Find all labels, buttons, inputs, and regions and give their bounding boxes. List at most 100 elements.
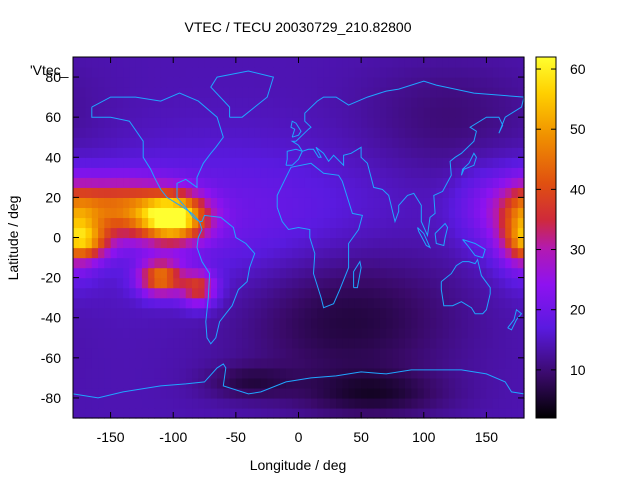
heatmap-cell bbox=[392, 287, 400, 299]
heatmap-cell bbox=[254, 157, 262, 168]
heatmap-cell bbox=[135, 297, 143, 309]
heatmap-cell bbox=[461, 227, 469, 239]
heatmap-cell bbox=[348, 237, 356, 249]
heatmap-cell bbox=[154, 387, 162, 399]
heatmap-cell bbox=[298, 87, 306, 98]
heatmap-cell bbox=[248, 127, 256, 138]
heatmap-cell bbox=[185, 227, 193, 239]
heatmap-cell bbox=[260, 57, 268, 68]
heatmap-cell bbox=[505, 367, 513, 379]
heatmap-cell bbox=[336, 177, 343, 188]
heatmap-cell bbox=[160, 127, 168, 138]
heatmap-cell bbox=[379, 67, 387, 78]
heatmap-cell bbox=[417, 157, 425, 168]
heatmap-cell bbox=[367, 237, 375, 249]
heatmap-cell bbox=[110, 117, 118, 128]
heatmap-cell bbox=[448, 207, 456, 219]
heatmap-cell bbox=[361, 217, 368, 229]
heatmap-cell bbox=[248, 287, 256, 299]
heatmap-cell bbox=[386, 157, 394, 168]
heatmap-cell bbox=[411, 97, 419, 108]
heatmap-cell bbox=[373, 137, 381, 148]
heatmap-cell bbox=[248, 297, 256, 309]
heatmap-cell bbox=[91, 147, 99, 158]
heatmap-cell bbox=[110, 127, 118, 138]
heatmap-cell bbox=[467, 347, 475, 359]
heatmap-cell bbox=[129, 257, 137, 269]
heatmap-cell bbox=[411, 247, 419, 259]
heatmap-cell bbox=[342, 117, 350, 128]
heatmap-cell bbox=[423, 287, 431, 299]
heatmap-cell bbox=[141, 347, 149, 359]
heatmap-cell bbox=[260, 127, 268, 138]
heatmap-cell bbox=[392, 277, 400, 289]
heatmap-cell bbox=[229, 197, 237, 209]
heatmap-cell bbox=[285, 367, 293, 379]
heatmap-cell bbox=[98, 337, 105, 349]
heatmap-cell bbox=[517, 197, 525, 209]
heatmap-cell bbox=[436, 87, 444, 98]
heatmap-cell bbox=[91, 97, 99, 108]
heatmap-cell bbox=[129, 157, 137, 168]
y-tick-label: -20 bbox=[41, 270, 61, 286]
heatmap-cell bbox=[192, 347, 199, 359]
heatmap-cell bbox=[486, 97, 494, 108]
heatmap-cell bbox=[323, 267, 331, 279]
heatmap-cell bbox=[242, 347, 249, 359]
heatmap-cell bbox=[298, 387, 306, 399]
heatmap-cell bbox=[505, 117, 513, 128]
heatmap-cell bbox=[248, 267, 256, 279]
heatmap-cell bbox=[173, 137, 181, 148]
heatmap-cell bbox=[204, 147, 212, 158]
heatmap-cell bbox=[348, 157, 356, 168]
heatmap-cell bbox=[98, 357, 105, 369]
heatmap-cell bbox=[273, 397, 281, 409]
heatmap-cell bbox=[442, 77, 450, 88]
heatmap-cell bbox=[311, 397, 318, 409]
heatmap-cell bbox=[373, 387, 381, 399]
heatmap-cell bbox=[79, 137, 87, 148]
heatmap-cell bbox=[273, 227, 281, 239]
heatmap-cell bbox=[223, 407, 231, 419]
heatmap-cell bbox=[198, 157, 206, 168]
heatmap-cell bbox=[423, 107, 431, 118]
heatmap-cell bbox=[448, 77, 456, 88]
heatmap-cell bbox=[148, 277, 156, 289]
heatmap-cell bbox=[480, 77, 488, 88]
heatmap-cell bbox=[173, 357, 181, 369]
heatmap-cell bbox=[160, 297, 168, 309]
heatmap-cell bbox=[279, 227, 287, 239]
heatmap-cell bbox=[436, 127, 444, 138]
heatmap-cell bbox=[317, 307, 325, 319]
heatmap-cell bbox=[354, 57, 362, 68]
heatmap-cell bbox=[210, 297, 218, 309]
heatmap-cell bbox=[217, 57, 224, 68]
heatmap-cell bbox=[386, 137, 394, 148]
heatmap-cell bbox=[480, 157, 488, 168]
heatmap-cell bbox=[273, 137, 281, 148]
heatmap-cell bbox=[279, 147, 287, 158]
heatmap-cell bbox=[417, 367, 425, 379]
heatmap-cell bbox=[166, 357, 174, 369]
heatmap-cell bbox=[79, 157, 87, 168]
heatmap-cell bbox=[411, 377, 419, 389]
heatmap-cell bbox=[198, 167, 206, 178]
heatmap-cell bbox=[354, 117, 362, 128]
heatmap-cell bbox=[467, 387, 475, 399]
heatmap-cell bbox=[348, 357, 356, 369]
heatmap-cell bbox=[298, 237, 306, 249]
heatmap-cell bbox=[98, 137, 105, 148]
heatmap-cell bbox=[229, 367, 237, 379]
heatmap-cell bbox=[292, 227, 300, 239]
heatmap-cell bbox=[116, 307, 124, 319]
heatmap-cell bbox=[386, 107, 394, 118]
heatmap-cell bbox=[448, 107, 456, 118]
heatmap-cell bbox=[423, 57, 431, 68]
heatmap-cell bbox=[148, 177, 156, 188]
heatmap-cell bbox=[511, 277, 519, 289]
heatmap-cell bbox=[404, 277, 412, 289]
heatmap-cell bbox=[267, 287, 275, 299]
heatmap-cell bbox=[461, 117, 469, 128]
heatmap-cell bbox=[486, 367, 494, 379]
heatmap-cell bbox=[367, 327, 375, 339]
